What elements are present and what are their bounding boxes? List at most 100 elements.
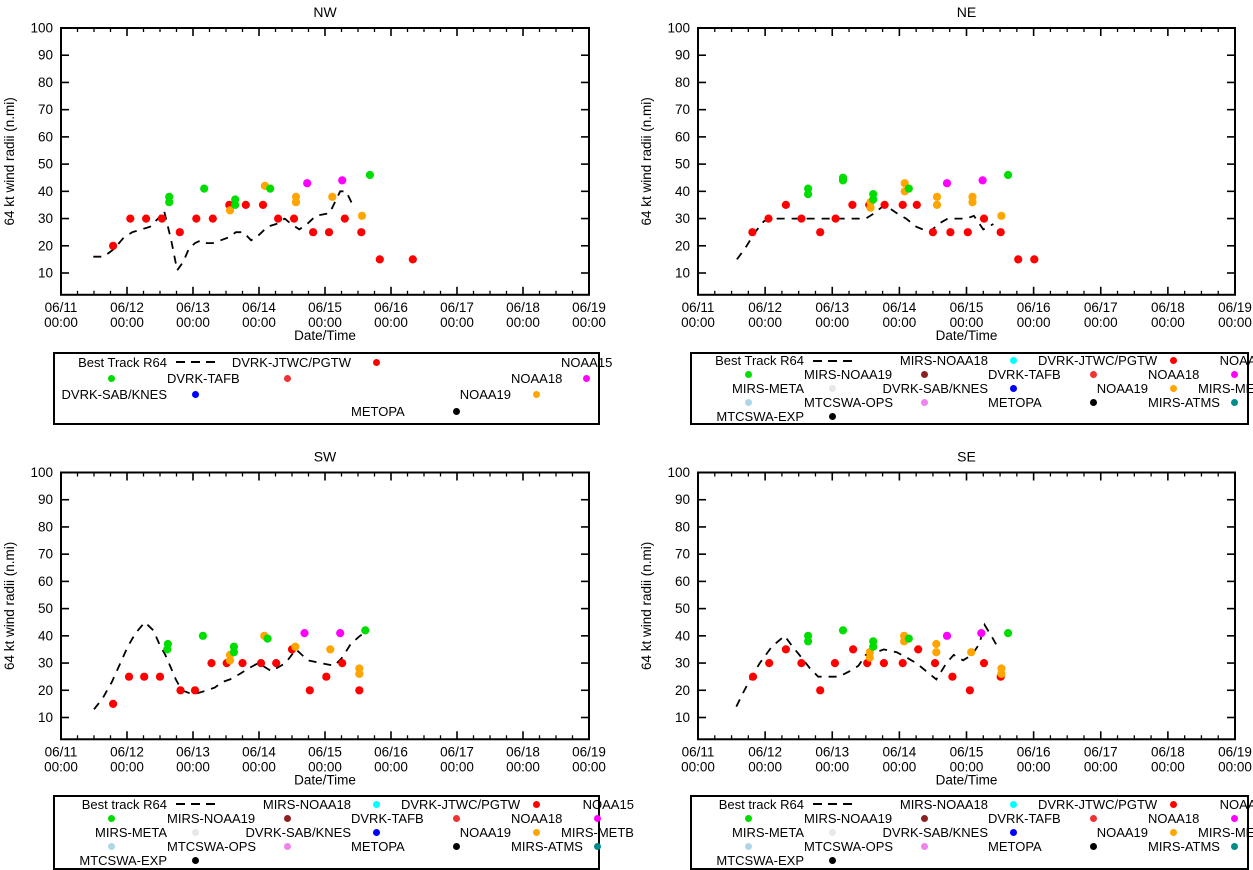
series-color-dot-icon: [452, 814, 460, 822]
series-color-dot-icon: [372, 800, 380, 808]
data-point: [190, 686, 200, 695]
x-tick-label-date: 06/18: [506, 744, 540, 759]
x-tick-label-time: 00:00: [44, 759, 78, 774]
x-tick-label-date: 06/14: [242, 744, 276, 759]
y-axis-label: 64 kt wind radii (n.mi): [639, 97, 654, 225]
legend-label-empty: [561, 388, 612, 401]
data-point: [830, 659, 840, 668]
y-tick-label: 100: [30, 465, 53, 480]
y-tick-label: 40: [38, 184, 53, 199]
best-track-line: [93, 190, 355, 273]
legend-dot-icon: [511, 388, 561, 401]
y-tick-label: 30: [675, 656, 690, 671]
series-color-dot-icon: [1089, 371, 1097, 379]
legend-label-MTCSWA-EXP: MTCSWA-EXP: [716, 853, 804, 869]
y-tick-label: 10: [38, 266, 53, 281]
legend-dot-icon: [860, 812, 988, 825]
x-tick-label-time: 00:00: [882, 759, 916, 774]
legend-label-MTCSWA-EXP: MTCSWA-EXP: [716, 408, 804, 424]
legend-label-NOAA19: NOAA19: [1096, 380, 1148, 396]
chart-panel-sw: 06/1100:0006/1200:0006/1300:0006/1400:00…: [2, 449, 606, 788]
series-NOAA19: [865, 631, 1006, 679]
series-color-dot-icon: [1089, 814, 1097, 822]
y-tick-label: 90: [38, 48, 53, 63]
legend-label-NOAA18: NOAA18: [511, 371, 563, 387]
data-point: [831, 214, 840, 223]
plot-frame: [60, 27, 590, 296]
legend-label-Best Track R64: Best Track R64: [78, 354, 167, 370]
legend-label-METOPA: METOPA: [988, 839, 1042, 855]
legend-dot-icon: [55, 372, 167, 385]
x-tick-label-date: 06/19: [1218, 744, 1252, 759]
data-point: [272, 659, 281, 668]
data-point: [289, 214, 299, 223]
legend-label-MIRS-NOAA19: MIRS-NOAA19: [167, 810, 256, 826]
x-tick-label-date: 06/11: [45, 744, 78, 759]
legend-label-Best Track R64: Best Track R64: [715, 353, 804, 369]
x-tick-label-date: 06/12: [748, 744, 782, 759]
data-point: [324, 228, 334, 237]
y-tick-label: 20: [675, 238, 690, 253]
legend-dash-line-icon: [167, 798, 223, 811]
legend-label-MIRS-NOAA18: MIRS-NOAA18: [262, 796, 351, 812]
series-DVRK-JTWC/PGTW: [109, 200, 417, 264]
y-tick-label: 40: [675, 628, 690, 643]
data-point: [1014, 255, 1023, 264]
series-color-dot-icon: [1009, 384, 1017, 392]
legend-dot-icon: [223, 812, 351, 825]
legend-label-DVRK-SAB/KNES: DVRK-SAB/KNES: [882, 824, 988, 840]
legend-dot-icon: [692, 396, 804, 409]
legend-label-NOAA19: NOAA19: [459, 824, 511, 840]
x-tick-label-date: 06/17: [1084, 744, 1118, 759]
x-tick-label-date: 06/17: [440, 744, 474, 759]
data-point: [764, 214, 773, 223]
x-tick-label-date: 06/19: [1218, 300, 1252, 315]
series-NOAA19: [225, 631, 364, 679]
legend-dot-icon: [401, 405, 511, 418]
y-tick-label: 100: [667, 465, 690, 480]
chart-panel-ne: 06/1100:0006/1200:0006/1300:0006/1400:00…: [639, 4, 1252, 343]
legend-label-DVRK-TAFB: DVRK-TAFB: [167, 371, 240, 387]
x-tick-label-time: 00:00: [950, 759, 984, 774]
y-tick-label: 90: [38, 492, 53, 507]
legend-label-MIRS-ATMS: MIRS-ATMS: [511, 839, 583, 855]
legend-dot-icon: [860, 396, 988, 409]
plot-frame: [697, 471, 1236, 741]
x-tick-label-date: 06/17: [440, 300, 474, 315]
legend-label-METOPA: METOPA: [988, 394, 1042, 410]
dashed-line-sample-icon: [173, 361, 218, 364]
legend-dot-icon: [1198, 368, 1253, 381]
legend-label-DVRK-SAB/KNES: DVRK-SAB/KNES: [61, 387, 167, 403]
x-tick-label-time: 00:00: [506, 759, 540, 774]
series-color-dot-icon: [107, 375, 115, 383]
x-axis-label: Date/Time: [294, 328, 356, 343]
y-tick-label: 20: [675, 683, 690, 698]
data-point: [357, 228, 366, 237]
legend-label-DVRK-TAFB: DVRK-TAFB: [988, 810, 1061, 826]
legend-marker-empty: [561, 405, 612, 418]
series-NOAA18: [942, 176, 987, 188]
data-point: [880, 200, 889, 209]
data-point: [898, 200, 907, 209]
data-point: [996, 228, 1005, 237]
x-tick-label-date: 06/12: [110, 300, 144, 315]
legend-dot-icon: [1038, 840, 1148, 853]
data-point: [866, 203, 875, 212]
series-color-dot-icon: [1230, 843, 1238, 851]
x-tick-label-time: 00:00: [681, 759, 715, 774]
x-tick-label-time: 00:00: [748, 759, 782, 774]
series-color-dot-icon: [1009, 800, 1017, 808]
legend-dot-icon: [1148, 826, 1198, 839]
series-color-dot-icon: [283, 814, 291, 822]
x-axis-label: Date/Time: [936, 772, 998, 787]
legend-marker-empty: [401, 372, 511, 385]
legend-label-MTCSWA-OPS: MTCSWA-OPS: [804, 394, 894, 410]
x-tick-label-time: 00:00: [748, 315, 782, 330]
data-point: [816, 686, 825, 695]
legend-label-MIRS-ATMS: MIRS-ATMS: [1148, 839, 1220, 855]
legend-label-NOAA15: NOAA15: [1219, 353, 1253, 369]
y-tick-label: 80: [38, 75, 53, 90]
x-tick-label-time: 00:00: [506, 315, 540, 330]
data-point: [948, 672, 957, 681]
series-color-dot-icon: [1230, 814, 1238, 822]
